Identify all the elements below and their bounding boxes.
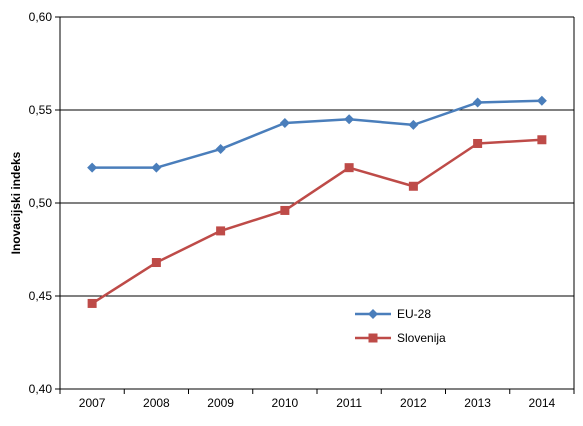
data-point [151,258,161,268]
series-line [92,99,542,169]
axes [55,16,575,394]
series-slovenija [87,135,547,308]
y-tick-label: 0,60 [29,10,53,24]
y-axis-tick-labels: 0,40 0,45 0,50 0,55 0,60 [29,10,53,396]
legend: EU-28 Slovenija [355,307,446,345]
x-tick-label: 2014 [529,396,556,410]
gridlines [60,16,574,297]
data-point [280,205,290,215]
data-point [87,162,98,173]
x-tick-label: 2009 [207,396,234,410]
data-point [215,144,226,155]
y-axis-title: Inovacijski indeks [9,151,23,254]
data-point [536,95,547,106]
legend-label: EU-28 [397,307,431,321]
legend-marker [368,309,378,319]
data-point [151,162,162,173]
data-point [408,119,419,130]
y-tick-label: 0,45 [29,289,53,303]
x-tick-label: 2011 [336,396,362,410]
data-point [472,97,483,108]
series-line [91,138,542,305]
x-tick-label: 2012 [400,396,427,410]
data-point [87,298,97,308]
legend-label: Slovenija [397,331,446,345]
x-tick-label: 2010 [272,396,299,410]
data-point [216,226,226,236]
series-eu-28 [87,95,547,173]
y-tick-label: 0,40 [29,382,53,396]
data-point [344,163,354,173]
data-point [408,181,418,191]
data-point [473,138,483,148]
x-tick-label: 2008 [143,396,170,410]
legend-item: EU-28 [355,307,431,321]
legend-marker [368,333,378,343]
y-tick-label: 0,50 [29,196,53,210]
x-axis-tick-labels: 2007 2008 2009 2010 2011 2012 2013 2014 [79,396,556,410]
y-tick-label: 0,55 [29,103,53,117]
series-group [87,95,547,308]
x-tick-label: 2013 [464,396,491,410]
data-point [537,135,547,145]
data-point [344,114,355,125]
x-tick-label: 2007 [79,396,106,410]
data-point [279,118,290,129]
legend-item: Slovenija [355,331,446,345]
